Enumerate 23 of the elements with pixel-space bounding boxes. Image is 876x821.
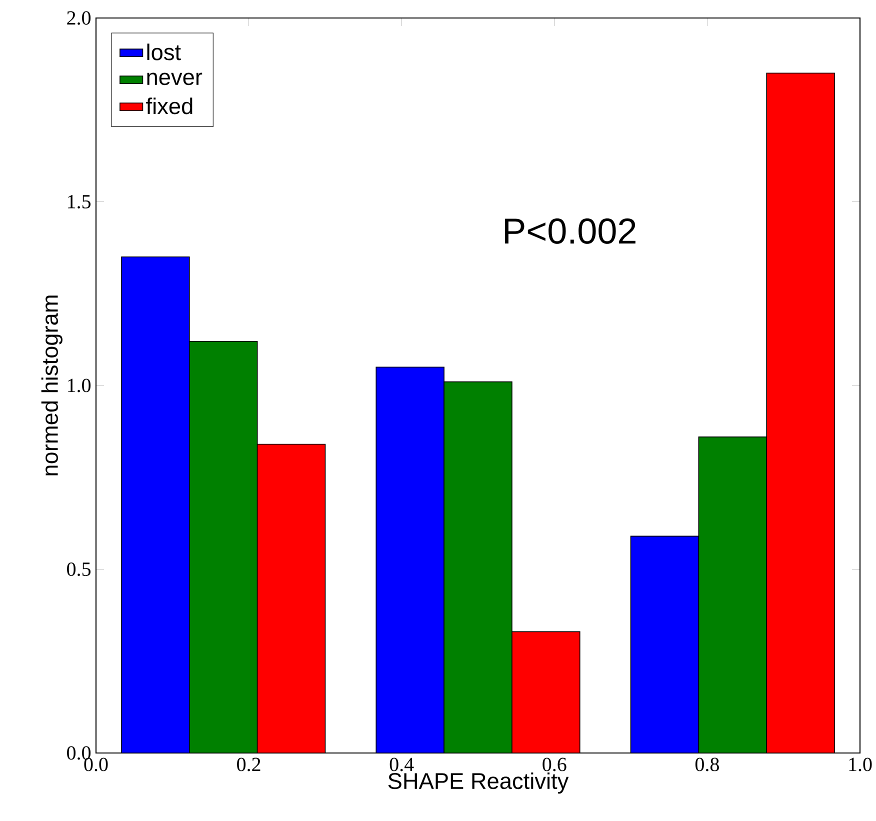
bar (444, 381, 512, 753)
legend-label: fixed (146, 98, 192, 114)
x-tick-label: 0.8 (695, 758, 719, 772)
legend-label: lost (147, 44, 181, 60)
bar (256, 444, 326, 753)
x-tick-label: 1.0 (849, 758, 872, 772)
x-tick-label: 0.4 (390, 758, 414, 772)
bar (512, 631, 580, 753)
y-tick-label: 1.5 (68, 195, 91, 208)
x-tick-label: 0.2 (237, 758, 260, 772)
y-tick-label: 2.0 (67, 11, 91, 25)
annotation: P<0.002 (505, 218, 636, 244)
bar (766, 72, 835, 753)
y-tick-label: 1.0 (68, 378, 91, 392)
y-axis-title: normed histogram (41, 296, 62, 476)
y-tick-label: 0.5 (67, 562, 91, 576)
legend-label: never (147, 72, 202, 86)
bar (698, 436, 767, 753)
x-tick-label: 0.0 (84, 758, 108, 772)
y-tick-label: 0.0 (67, 746, 91, 760)
x-tick-label: 0.6 (542, 758, 566, 772)
bar (189, 340, 258, 753)
x-axis-title: SHAPE Reactivity (388, 772, 569, 794)
